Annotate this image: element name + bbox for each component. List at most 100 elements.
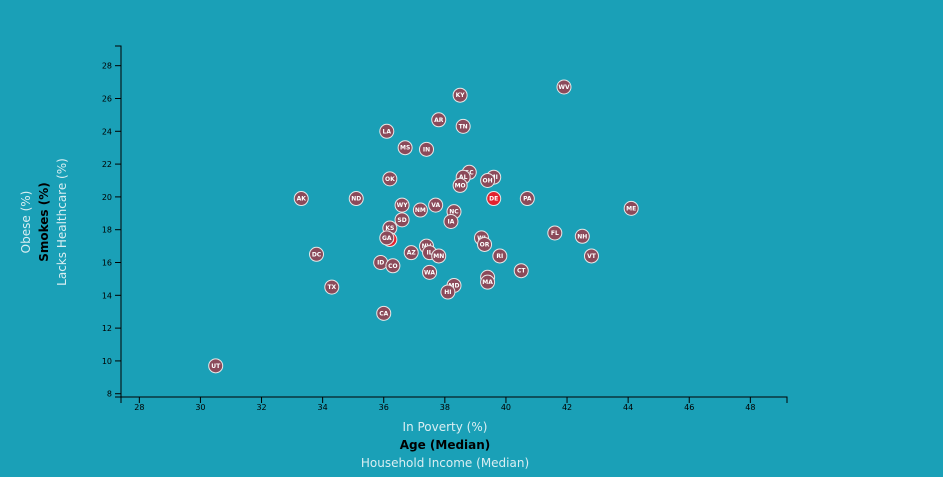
state-marker[interactable] — [397, 140, 413, 156]
y-tick-label: 8 — [107, 390, 112, 399]
state-marker[interactable] — [324, 279, 340, 295]
state-marker[interactable] — [412, 202, 428, 218]
state-marker[interactable] — [480, 172, 496, 188]
state-point-tx[interactable]: TX — [324, 279, 340, 295]
state-marker[interactable] — [382, 171, 398, 187]
state-abbr-label: AR — [434, 117, 444, 124]
state-point-vt[interactable]: VT — [583, 248, 599, 264]
state-point-de[interactable]: DE — [486, 191, 502, 207]
state-point-nd[interactable]: ND — [348, 191, 364, 207]
state-point-va[interactable]: VA — [428, 197, 444, 213]
state-abbr-label: IN — [423, 146, 430, 153]
state-abbr-label: VA — [431, 202, 440, 209]
state-marker[interactable] — [477, 236, 493, 252]
state-marker[interactable] — [385, 258, 401, 274]
state-point-az[interactable]: AZ — [403, 245, 419, 261]
state-point-nm[interactable]: NM — [412, 202, 428, 218]
state-marker[interactable] — [574, 228, 590, 244]
x-tick-label: 40 — [501, 403, 511, 412]
state-abbr-label: NC — [449, 209, 459, 216]
state-marker[interactable] — [440, 284, 456, 300]
state-marker[interactable] — [379, 123, 395, 139]
y-axis-title-option[interactable]: Lacks Healthcare (%) — [55, 158, 69, 286]
x-axis-titles: In Poverty (%) Age (Median) Household Inco… — [361, 420, 529, 470]
state-point-ms[interactable]: MS — [397, 140, 413, 156]
state-marker[interactable] — [394, 212, 410, 228]
state-point-wa[interactable]: WA — [422, 264, 438, 280]
state-marker[interactable] — [309, 246, 325, 262]
state-marker[interactable] — [379, 230, 395, 246]
state-marker[interactable] — [452, 87, 468, 103]
state-point-wv[interactable]: WV — [556, 79, 572, 95]
state-point-ok[interactable]: OK — [382, 171, 398, 187]
x-tick-label: 46 — [684, 403, 694, 412]
state-marker[interactable] — [293, 191, 309, 207]
state-point-ca[interactable]: CA — [376, 305, 392, 321]
state-point-la[interactable]: LA — [379, 123, 395, 139]
state-marker[interactable] — [492, 248, 508, 264]
state-marker[interactable] — [556, 79, 572, 95]
state-abbr-label: KS — [385, 225, 394, 232]
state-abbr-label: UT — [211, 363, 221, 370]
x-axis-title-option[interactable]: Age (Median) — [400, 438, 491, 452]
state-abbr-label: MN — [433, 253, 444, 260]
state-marker[interactable] — [419, 141, 435, 157]
state-marker[interactable] — [519, 191, 535, 207]
state-point-sd[interactable]: SD — [394, 212, 410, 228]
state-abbr-label: PA — [523, 196, 532, 203]
state-marker[interactable] — [480, 274, 496, 290]
state-point-tn[interactable]: TN — [455, 118, 471, 134]
state-marker[interactable] — [513, 263, 529, 279]
state-point-ct[interactable]: CT — [513, 263, 529, 279]
y-axis-title-option[interactable]: Smokes (%) — [37, 182, 51, 262]
state-point-dc[interactable]: DC — [309, 246, 325, 262]
state-marker[interactable] — [394, 197, 410, 213]
state-point-me[interactable]: ME — [623, 200, 639, 216]
x-axis-title-option[interactable]: In Poverty (%) — [403, 420, 488, 434]
state-point-co[interactable]: CO — [385, 258, 401, 274]
state-abbr-label: IL — [427, 250, 433, 257]
state-point-hi[interactable]: HI — [440, 284, 456, 300]
state-point-pa[interactable]: PA — [519, 191, 535, 207]
state-marker[interactable] — [348, 191, 364, 207]
state-point-wy[interactable]: WY — [394, 197, 410, 213]
state-marker[interactable] — [547, 225, 563, 241]
state-marker[interactable] — [431, 112, 447, 128]
state-point-ri[interactable]: RI — [492, 248, 508, 264]
state-marker[interactable] — [583, 248, 599, 264]
state-point-ia[interactable]: IA — [443, 214, 459, 229]
state-abbr-label: NM — [415, 207, 426, 214]
state-marker[interactable] — [431, 248, 447, 264]
state-marker[interactable] — [443, 214, 459, 229]
state-marker[interactable] — [486, 191, 502, 207]
state-point-ak[interactable]: AK — [293, 191, 309, 207]
state-point-ma[interactable]: MA — [480, 274, 496, 290]
state-marker[interactable] — [428, 197, 444, 213]
y-tick-label: 28 — [102, 62, 112, 71]
state-point-or[interactable]: OR — [477, 236, 493, 252]
state-abbr-label: OH — [483, 177, 493, 184]
state-point-mo[interactable]: MO — [452, 177, 468, 193]
state-abbr-label: MA — [482, 279, 493, 286]
state-point-ky[interactable]: KY — [452, 87, 468, 103]
state-abbr-label: ME — [626, 205, 636, 212]
x-axis-title-option[interactable]: Household Income (Median) — [361, 456, 529, 470]
state-point-ar[interactable]: AR — [431, 112, 447, 128]
state-point-mn[interactable]: MN — [431, 248, 447, 264]
state-point-fl[interactable]: FL — [547, 225, 563, 241]
state-marker[interactable] — [208, 358, 224, 374]
y-axis-title-option[interactable]: Obese (%) — [19, 191, 33, 254]
state-point-ga[interactable]: GA — [379, 230, 395, 246]
state-marker[interactable] — [422, 264, 438, 280]
state-point-oh[interactable]: OH — [480, 172, 496, 188]
state-marker[interactable] — [403, 245, 419, 261]
state-abbr-label: MO — [455, 182, 466, 189]
state-point-ut[interactable]: UT — [208, 358, 224, 374]
state-marker[interactable] — [623, 200, 639, 216]
state-point-nh[interactable]: NH — [574, 228, 590, 244]
state-abbr-label: SD — [397, 217, 406, 224]
state-marker[interactable] — [452, 177, 468, 193]
state-marker[interactable] — [455, 118, 471, 134]
state-marker[interactable] — [376, 305, 392, 321]
state-point-in[interactable]: IN — [419, 141, 435, 157]
